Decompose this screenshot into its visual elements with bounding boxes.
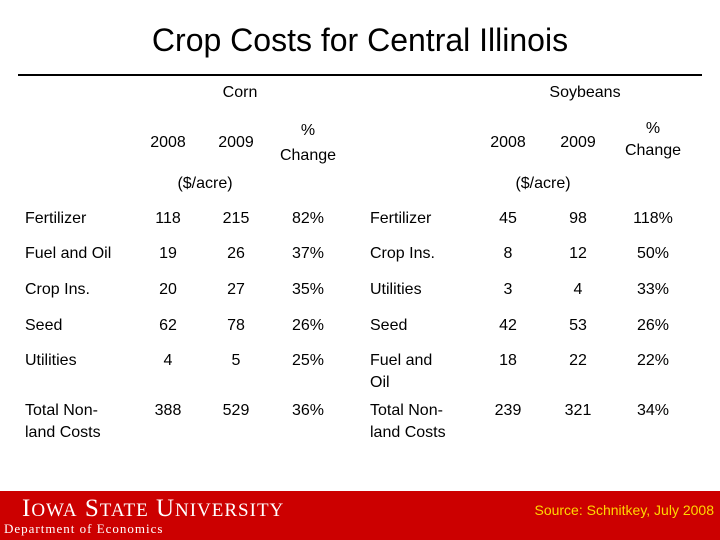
soybeans-item-total-line2: land Costs [370,424,446,441]
corn-change-value: 35% [292,281,325,298]
soybeans-header-2009: 2009 [560,134,596,151]
soybeans-2008-value: 45 [499,210,517,227]
corn-header-change-line2: Change [279,147,337,164]
soybeans-2008-value: 42 [499,317,517,334]
soybeans-2009-value: 321 [564,402,592,419]
corn-2009-value: 26 [227,245,245,262]
soybeans-header-change-line1: % [645,120,661,137]
footer-bar [0,491,720,540]
soybeans-label: Soybeans [549,84,621,101]
corn-change-value: 36% [292,402,325,419]
corn-2009-value: 215 [222,210,250,227]
soybeans-header-change-line2: Change [624,142,682,159]
corn-2008-value: 19 [159,245,177,262]
corn-label: Corn [222,84,258,101]
soybeans-item-utilities: Utilities [370,281,422,298]
corn-change-value: 82% [292,210,325,227]
corn-item-total-line1: Total Non- [25,402,98,419]
university-logo: IOWA STATE UNIVERSITY [22,495,284,523]
title-divider [18,74,702,76]
soybeans-change-value: 26% [636,317,670,334]
soybeans-item-crop-ins: Crop Ins. [370,245,435,262]
corn-header-2008: 2008 [150,134,186,151]
corn-header-2009: 2009 [218,134,254,151]
corn-2009-value: 27 [227,281,245,298]
corn-unit: ($/acre) [177,175,233,192]
corn-change-value: 37% [292,245,325,262]
soybeans-2008-value: 239 [494,402,522,419]
corn-2009-value: 529 [222,402,250,419]
soybeans-item-fuel-line2: Oil [370,374,390,391]
soybeans-change-value: 22% [636,352,670,369]
soybeans-change-value: 50% [636,245,670,262]
soybeans-header-2008: 2008 [490,134,526,151]
corn-2008-value: 20 [159,281,177,298]
corn-change-value: 26% [292,317,325,334]
corn-2008-value: 62 [159,317,177,334]
corn-2009-value: 78 [227,317,245,334]
corn-item-fuel-and-oil: Fuel and Oil [25,245,112,262]
corn-2008-value: 388 [154,402,182,419]
soybeans-2009-value: 4 [573,281,583,298]
soybeans-item-total-line1: Total Non- [370,402,443,419]
soybeans-2008-value: 8 [503,245,513,262]
corn-header-change-line1: % [300,122,316,139]
soybeans-2008-value: 3 [503,281,513,298]
soybeans-2009-value: 22 [569,352,587,369]
slide-title: Crop Costs for Central Illinois [151,22,569,58]
soybeans-item-fuel-line1: Fuel and [370,352,433,369]
corn-item-fertilizer: Fertilizer [25,210,87,227]
corn-item-utilities: Utilities [25,352,77,369]
department-label: Department of Economics [4,521,164,536]
soybeans-2009-value: 12 [569,245,587,262]
corn-change-value: 25% [292,352,325,369]
university-wordmark: IOWA STATE UNIVERSITY [22,495,285,522]
corn-item-total-line2: land Costs [25,424,101,441]
corn-2008-value: 118 [155,210,181,227]
soybeans-change-value: 34% [636,402,670,419]
soybeans-change-value: 118% [633,210,673,227]
corn-item-crop-ins: Crop Ins. [25,281,90,298]
source-citation: Source: Schnitkey, July 2008 [534,502,714,518]
corn-2009-value: 5 [231,352,241,369]
soybeans-item-seed: Seed [370,317,408,334]
soybeans-2008-value: 18 [499,352,517,369]
soybeans-2009-value: 53 [569,317,587,334]
soybeans-2009-value: 98 [569,210,587,227]
corn-2008-value: 4 [163,352,173,369]
corn-item-seed: Seed [25,317,63,334]
soybeans-unit: ($/acre) [515,175,571,192]
soybeans-item-fertilizer: Fertilizer [370,210,432,227]
soybeans-change-value: 33% [636,281,670,298]
